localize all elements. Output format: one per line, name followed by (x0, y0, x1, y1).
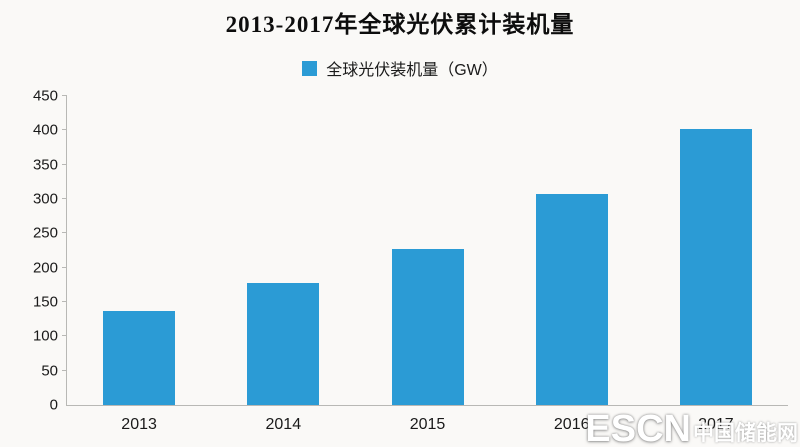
legend-label: 全球光伏装机量（GW） (326, 62, 498, 79)
plot-area: 0 50 100 150 200 250 300 350 400 450 2013 2014 2015 2… (33, 88, 788, 433)
y-tick-label: 300 (32, 190, 58, 208)
y-tick-label: 250 (32, 224, 58, 242)
y-tick-mark (62, 129, 67, 131)
bar-2015 (391, 249, 464, 405)
y-tick-label: 0 (49, 396, 58, 414)
x-tick-label-2014: 2014 (265, 416, 302, 433)
y-tick-mark (62, 369, 67, 371)
y-tick-label: 350 (32, 156, 58, 174)
bar-2013 (103, 310, 176, 405)
x-tick-label-2017: 2017 (698, 416, 734, 433)
x-tick-label-2015: 2015 (409, 416, 446, 433)
watermark-escn-logo: ESCN (585, 407, 691, 447)
y-tick-mark (62, 163, 67, 165)
x-tick-label-2016: 2016 (553, 416, 590, 433)
chart-title: 2013-2017年全球光伏累计装机量 (225, 12, 575, 37)
legend: 全球光伏装机量（GW） (0, 56, 800, 80)
y-tick-label: 100 (32, 327, 58, 345)
y-tick-label: 200 (32, 259, 58, 277)
bar-2017 (679, 128, 752, 405)
y-tick-mark (62, 335, 67, 337)
bar-2016 (535, 194, 608, 405)
y-tick-label: 450 (32, 87, 58, 105)
legend-swatch-icon (302, 60, 318, 76)
y-tick-mark (62, 95, 67, 96)
y-tick-mark (62, 301, 67, 302)
watermark: ESCN 中国储能网 (585, 407, 798, 447)
y-tick-mark (62, 232, 67, 234)
y-tick-mark (62, 266, 67, 268)
y-tick-label: 400 (32, 121, 58, 139)
y-tick-label: 50 (41, 362, 58, 380)
y-tick-label: 150 (32, 293, 58, 311)
x-tick-label-2013: 2013 (121, 416, 157, 433)
bar-2014 (247, 282, 320, 405)
y-tick-mark (62, 198, 67, 199)
